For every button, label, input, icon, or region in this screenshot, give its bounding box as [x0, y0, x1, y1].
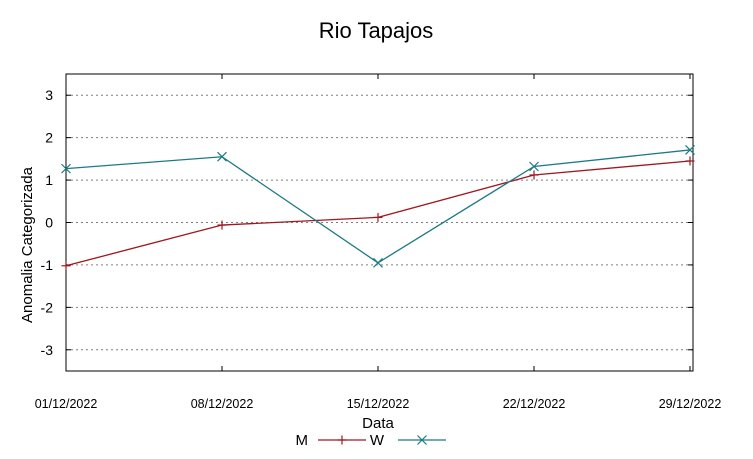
plot-frame [65, 73, 694, 372]
y-tick-label: -3 [41, 342, 54, 358]
chart-title: Rio Tapajos [319, 18, 434, 43]
data-point-w [61, 163, 71, 174]
data-point-m [61, 261, 71, 271]
y-tick-label: -1 [41, 257, 54, 273]
data-point-m [217, 220, 227, 230]
data-point-w [217, 151, 227, 162]
x-tick-label: 22/12/2022 [503, 397, 566, 411]
legend-marker-m [337, 435, 347, 445]
y-axis-label: Anomalia Categorizada [19, 166, 36, 323]
data-point-w [373, 257, 383, 268]
y-tick-label: 0 [45, 215, 53, 231]
series-lines [61, 145, 695, 271]
series-line-w [65, 149, 691, 264]
x-tick-label: 29/12/2022 [659, 397, 722, 411]
x-tick-label: 15/12/2022 [347, 397, 410, 411]
legend-label-w: W [370, 432, 385, 449]
y-tick-label: 2 [45, 130, 53, 146]
y-tick-label: -2 [41, 299, 54, 315]
x-tick-label: 08/12/2022 [191, 397, 254, 411]
data-point-w [685, 145, 695, 155]
data-point-m [373, 212, 383, 222]
x-axis-ticks: 01/12/2022 08/12/2022 15/12/2022 22/12/2022… [35, 74, 722, 411]
data-point-w [529, 161, 539, 172]
x-axis-label: Data [362, 415, 394, 432]
legend-marker-w [417, 435, 427, 445]
y-axis-ticks: 3 2 1 0 -1 -2 -3 [41, 87, 693, 358]
data-point-m [685, 156, 695, 166]
legend-label-m: M [296, 432, 309, 449]
y-tick-label: 3 [45, 87, 53, 103]
data-point-m [529, 170, 539, 180]
grid-lines [66, 94, 693, 351]
y-tick-label: 1 [45, 172, 53, 188]
x-tick-label: 01/12/2022 [35, 397, 98, 411]
